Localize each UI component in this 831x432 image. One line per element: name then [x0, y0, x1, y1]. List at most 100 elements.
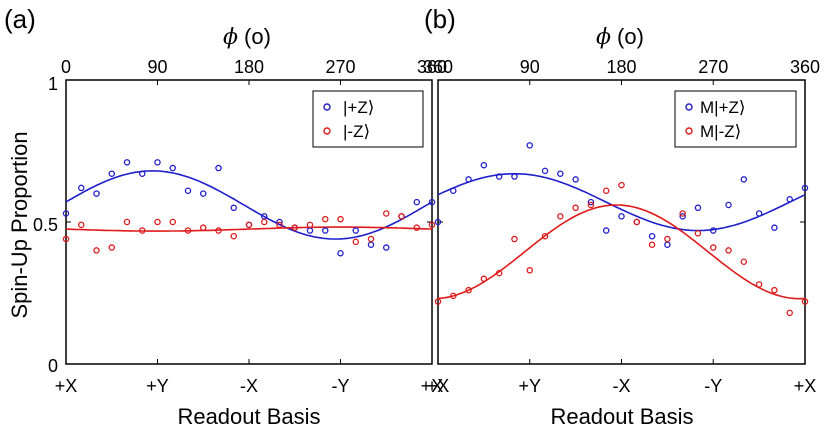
data-point: [260, 218, 268, 226]
top-tick-label: 270: [698, 57, 728, 77]
phi-unit: (o): [244, 24, 271, 49]
data-point: [602, 227, 610, 234]
data-point: [740, 258, 748, 266]
data-point: [276, 221, 283, 229]
data-point: [465, 286, 472, 294]
data-point: [367, 235, 375, 243]
data-point: [495, 173, 503, 180]
data-point: [725, 247, 732, 254]
data-point: [398, 213, 405, 220]
data-point: [526, 267, 534, 274]
panel-b: (b) ϕ (o) +X 360 +Y 90 -X 180 -Y 270 +X 360 Readou…: [423, 4, 820, 429]
data-point: [169, 164, 176, 172]
data-point: [710, 244, 717, 251]
data-point: [801, 298, 809, 305]
legend-label-m-minus-z: M|-Z⟩: [700, 122, 741, 141]
data-point: [480, 161, 488, 169]
legend-label-plus-z: |+Z⟩: [343, 98, 374, 117]
legend-label-minus-z: |-Z⟩: [343, 122, 370, 141]
data-point: [572, 204, 579, 212]
x-tick-label: -X: [240, 376, 258, 396]
data-point: [648, 232, 656, 240]
data-point: [169, 218, 176, 226]
data-point: [679, 210, 686, 217]
data-point: [557, 213, 564, 220]
data-point: [306, 221, 314, 229]
data-point: [123, 159, 131, 166]
top-tick-label: 90: [147, 57, 167, 77]
data-point: [450, 292, 457, 300]
data-point: [62, 210, 70, 217]
data-point: [428, 221, 436, 229]
panel-label: (b): [424, 4, 456, 34]
data-point: [465, 176, 472, 183]
data-point: [633, 218, 641, 226]
data-point: [321, 227, 329, 234]
top-axis-title: ϕ (o): [223, 24, 271, 50]
x-tick-label: +X: [421, 376, 444, 396]
x-axis-label: Readout Basis: [550, 404, 693, 429]
legend-marker-m-plus-z: [685, 103, 693, 111]
top-tick-label: 270: [325, 57, 355, 77]
x-tick-label: -Y: [332, 376, 350, 396]
data-point: [154, 218, 161, 226]
top-tick-label: 360: [423, 57, 453, 77]
legend: M|+Z⟩ M|-Z⟩: [674, 90, 797, 148]
y-tick-label: 0.5: [33, 215, 58, 235]
top-tick-label: 0: [61, 57, 71, 77]
data-point: [434, 218, 442, 226]
data-point: [434, 298, 442, 305]
legend-marker-plus-z: [323, 103, 331, 111]
x-axis-label: Readout Basis: [177, 404, 320, 429]
data-point: [428, 198, 436, 206]
data-point: [413, 224, 420, 231]
data-point: [771, 286, 778, 294]
data-point: [108, 170, 116, 177]
phi-unit: (o): [617, 24, 644, 49]
data-point: [541, 232, 549, 240]
data-point: [495, 269, 503, 277]
legend: |+Z⟩ |-Z⟩: [312, 90, 424, 148]
data-point: [93, 247, 100, 254]
legend-box: [674, 90, 797, 148]
legend-box: [312, 90, 424, 148]
data-point: [587, 198, 595, 206]
data-point: [526, 142, 534, 149]
data-point: [511, 173, 518, 180]
data-point: [199, 224, 207, 231]
data-point: [710, 227, 717, 234]
data-point: [541, 167, 549, 175]
data-point: [337, 215, 344, 223]
panel-label: (a): [4, 4, 36, 34]
data-point: [215, 164, 222, 172]
data-point: [306, 227, 314, 234]
y-tick-label: 1: [48, 74, 58, 94]
data-point: [337, 249, 344, 257]
top-tick-label: 180: [234, 57, 264, 77]
data-point: [291, 224, 298, 231]
x-tick-label: +X: [794, 376, 817, 396]
data-point: [230, 232, 237, 240]
data-point: [786, 309, 793, 317]
top-tick-label: 360: [417, 57, 447, 77]
top-tick-label: 180: [606, 57, 636, 77]
data-point: [771, 224, 778, 231]
data-point: [755, 281, 763, 288]
fit-curve: [65, 226, 433, 232]
data-point: [648, 241, 656, 248]
data-point: [276, 218, 283, 226]
data-point: [184, 187, 192, 195]
data-point: [786, 196, 793, 203]
data-point: [138, 170, 146, 177]
data-point: [618, 213, 625, 220]
data-point: [62, 235, 70, 243]
data-point: [321, 215, 329, 223]
data-point: [138, 227, 146, 234]
data-point: [587, 201, 595, 209]
data-point: [572, 176, 579, 183]
fit-curve: [65, 170, 433, 240]
data-point: [755, 210, 763, 217]
top-tick-label: 360: [790, 57, 820, 77]
legend-label-m-plus-z: M|+Z⟩: [700, 98, 746, 117]
